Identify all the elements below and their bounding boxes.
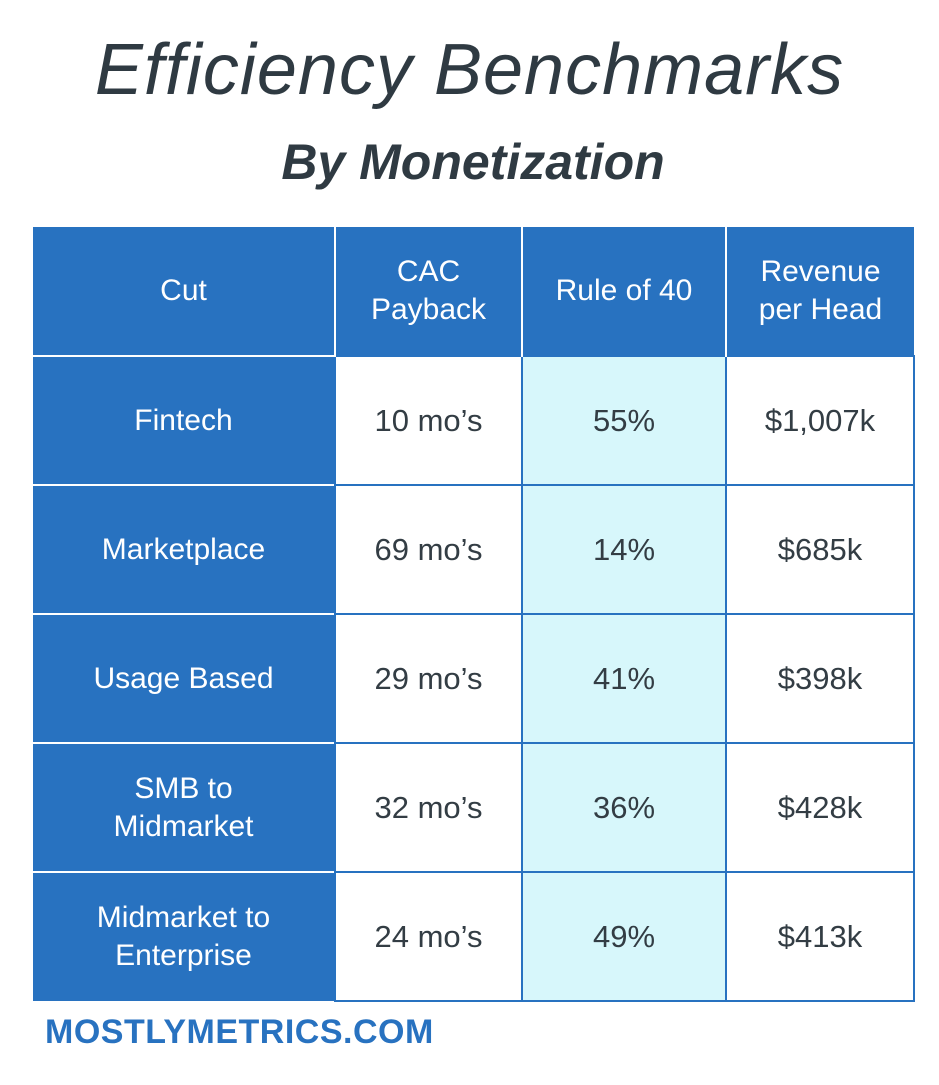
row-label: Fintech	[33, 355, 335, 485]
row-label: SMB to Midmarket	[33, 742, 335, 872]
revenue-per-head-cell: $1,007k	[725, 355, 915, 486]
revenue-per-head-cell: $685k	[725, 484, 915, 615]
row-label: Midmarket to Enterprise	[33, 871, 335, 1001]
cac-payback-cell: 69 mo’s	[334, 484, 523, 615]
header-cut: Cut	[33, 227, 335, 356]
rule-of-40-cell: 14%	[521, 484, 727, 615]
page-subtitle: By Monetization	[281, 134, 665, 190]
header-revenue-per-head: Revenue per Head	[725, 227, 914, 356]
header-rule-of-40: Rule of 40	[521, 227, 726, 356]
cac-payback-cell: 29 mo’s	[334, 613, 523, 744]
table-row: Midmarket to Enterprise 24 mo’s 49% $413k	[33, 871, 915, 1002]
table-row: Usage Based 29 mo’s 41% $398k	[33, 613, 915, 744]
rule-of-40-cell: 49%	[521, 871, 727, 1002]
revenue-per-head-cell: $428k	[725, 742, 915, 873]
benchmarks-table: Cut CAC Payback Rule of 40 Revenue per Hea…	[33, 227, 915, 1002]
header-cac-payback: CAC Payback	[334, 227, 522, 356]
site-footer-link[interactable]: MOSTLYMETRICS.COM	[45, 1013, 434, 1051]
table-row: Marketplace 69 mo’s 14% $685k	[33, 484, 915, 615]
rule-of-40-cell: 36%	[521, 742, 727, 873]
cac-payback-cell: 32 mo’s	[334, 742, 523, 873]
rule-of-40-cell: 41%	[521, 613, 727, 744]
page-title: Efficiency Benchmarks	[94, 30, 845, 110]
rule-of-40-cell: 55%	[521, 355, 727, 486]
row-label: Marketplace	[33, 484, 335, 614]
revenue-per-head-cell: $413k	[725, 871, 915, 1002]
cac-payback-cell: 10 mo’s	[334, 355, 523, 486]
row-label: Usage Based	[33, 613, 335, 743]
table-row: SMB to Midmarket 32 mo’s 36% $428k	[33, 742, 915, 873]
revenue-per-head-cell: $398k	[725, 613, 915, 744]
table-header-row: Cut CAC Payback Rule of 40 Revenue per Hea…	[33, 227, 914, 356]
table-row: Fintech 10 mo’s 55% $1,007k	[33, 355, 915, 486]
cac-payback-cell: 24 mo’s	[334, 871, 523, 1002]
